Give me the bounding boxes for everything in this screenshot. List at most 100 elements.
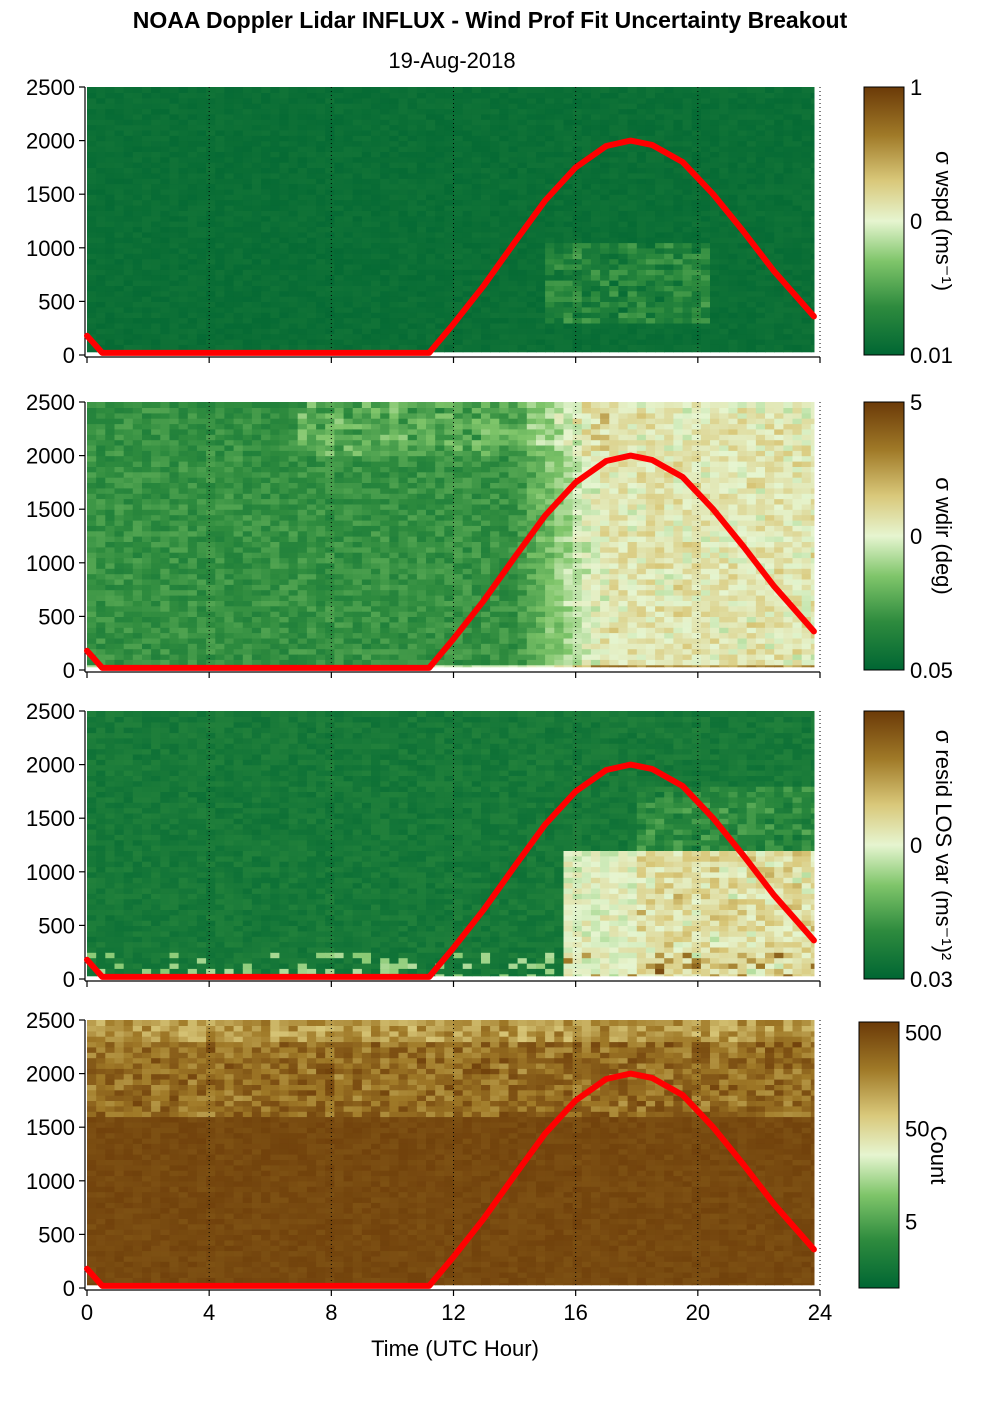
heatmap-cell xyxy=(132,498,143,505)
heatmap-cell xyxy=(371,140,381,147)
heatmap-cell xyxy=(737,258,748,265)
colorbar-label: σ wspd (ms⁻¹) xyxy=(931,151,956,291)
heatmap-cell xyxy=(224,247,235,254)
heatmap-cell xyxy=(508,162,519,168)
heatmap-cell xyxy=(334,87,345,93)
heatmap-cell xyxy=(361,167,372,174)
heatmap-cell xyxy=(123,285,134,292)
heatmap-cell xyxy=(87,349,97,353)
heatmap-cell xyxy=(206,97,216,104)
heatmap-cell xyxy=(691,135,702,142)
heatmap-cell xyxy=(270,317,281,324)
heatmap-cell xyxy=(242,439,253,446)
heatmap-cell xyxy=(206,253,216,260)
heatmap-cell xyxy=(407,113,418,120)
heatmap-cell xyxy=(481,103,491,110)
heatmap-cell xyxy=(87,188,97,195)
heatmap-cell xyxy=(444,129,455,136)
heatmap-cell xyxy=(526,151,537,158)
heatmap-cell xyxy=(618,263,629,270)
heatmap-cell xyxy=(536,183,546,190)
heatmap-cell xyxy=(242,97,253,104)
heatmap-cell xyxy=(389,210,400,217)
heatmap-cell xyxy=(233,108,244,115)
heatmap-cell xyxy=(297,317,308,324)
heatmap-cell xyxy=(462,108,473,115)
heatmap-cell xyxy=(160,568,171,575)
heatmap-cell xyxy=(343,124,354,131)
heatmap-cell xyxy=(673,237,684,244)
heatmap-cell xyxy=(481,269,491,276)
heatmap-cell xyxy=(224,92,235,99)
heatmap-cell xyxy=(609,151,620,158)
heatmap-cell xyxy=(655,269,665,276)
heatmap-cell xyxy=(233,498,244,505)
heatmap-cell xyxy=(481,156,491,163)
heatmap-cell xyxy=(517,269,528,276)
heatmap-cell xyxy=(343,146,354,152)
heatmap-cell xyxy=(96,477,106,483)
heatmap-cell xyxy=(242,306,253,313)
heatmap-cell xyxy=(563,269,574,276)
heatmap-cell xyxy=(151,600,161,607)
heatmap-cell xyxy=(361,162,372,168)
heatmap-cell xyxy=(242,194,253,201)
heatmap-cell xyxy=(114,108,125,115)
heatmap-cell xyxy=(710,97,720,104)
heatmap-cell xyxy=(352,237,363,244)
heatmap-cell xyxy=(581,146,592,152)
heatmap-cell xyxy=(132,525,143,532)
heatmap-cell xyxy=(380,140,390,147)
heatmap-cell xyxy=(114,616,125,623)
heatmap-cell xyxy=(371,296,381,302)
heatmap-cell xyxy=(691,210,702,217)
heatmap-cell xyxy=(224,455,235,462)
heatmap-cell xyxy=(490,129,500,136)
heatmap-cell xyxy=(389,172,400,179)
heatmap-cell xyxy=(526,333,537,340)
heatmap-cell xyxy=(132,322,143,329)
heatmap-cell xyxy=(105,119,116,126)
heatmap-cell xyxy=(481,285,491,292)
heatmap-cell xyxy=(728,247,739,254)
heatmap-cell xyxy=(160,498,171,505)
heatmap-cell xyxy=(719,285,729,292)
heatmap-cell xyxy=(572,97,583,104)
heatmap-cell xyxy=(96,247,106,254)
heatmap-cell xyxy=(600,129,610,136)
heatmap-cell xyxy=(297,322,308,329)
heatmap-cell xyxy=(517,322,528,329)
heatmap-cell xyxy=(691,188,702,195)
heatmap-cell xyxy=(655,167,665,174)
heatmap-cell xyxy=(719,188,729,195)
heatmap-cell xyxy=(306,113,317,120)
heatmap-cell xyxy=(517,113,528,120)
heatmap-cell xyxy=(242,525,253,532)
heatmap-cell xyxy=(316,296,326,302)
heatmap-cell xyxy=(251,423,262,430)
heatmap-cell xyxy=(526,103,537,110)
heatmap-cell xyxy=(673,194,684,201)
heatmap-cell xyxy=(407,108,418,115)
heatmap-cell xyxy=(380,156,390,163)
heatmap-cell xyxy=(105,503,116,510)
heatmap-cell xyxy=(416,151,427,158)
heatmap-cell xyxy=(554,280,565,286)
heatmap-cell xyxy=(554,247,565,254)
heatmap-cell xyxy=(261,231,271,238)
heatmap-cell xyxy=(508,194,519,201)
heatmap-cell xyxy=(435,344,445,351)
heatmap-cell xyxy=(178,92,189,99)
heatmap-cell xyxy=(215,301,226,308)
heatmap-cell xyxy=(536,349,546,353)
heatmap-cell xyxy=(380,103,390,110)
heatmap-cell xyxy=(526,317,537,324)
heatmap-cell xyxy=(251,108,262,115)
heatmap-cell xyxy=(251,466,262,473)
heatmap-cell xyxy=(316,124,326,131)
heatmap-cell xyxy=(334,103,345,110)
heatmap-cell xyxy=(96,274,106,281)
heatmap-cell xyxy=(398,317,409,324)
heatmap-cell xyxy=(572,237,583,244)
heatmap-cell xyxy=(801,226,812,233)
